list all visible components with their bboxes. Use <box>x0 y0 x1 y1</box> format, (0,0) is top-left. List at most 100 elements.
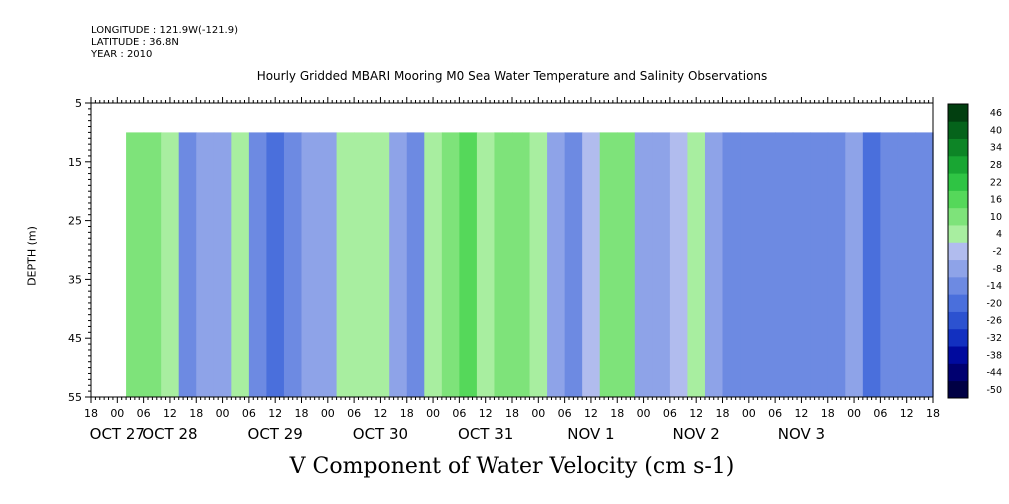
x-tick-label: 06 <box>242 407 256 420</box>
colorbar-label: 40 <box>990 125 1002 136</box>
heatmap-cell <box>126 132 145 397</box>
heatmap-cell <box>336 132 355 397</box>
x-day-label: NOV 2 <box>673 425 720 443</box>
colorbar-label: 28 <box>990 160 1002 171</box>
heatmap-cell <box>213 132 232 397</box>
heatmap-cell <box>757 132 776 397</box>
x-tick-label: 18 <box>505 407 519 420</box>
colorbar-label: -2 <box>993 247 1002 258</box>
chart-title: Hourly Gridded MBARI Mooring M0 Sea Wate… <box>256 69 768 83</box>
x-tick-label: 00 <box>426 407 440 420</box>
heatmap-cell <box>319 132 338 397</box>
colorbar-label: 16 <box>990 195 1002 206</box>
x-tick-label: 18 <box>716 407 730 420</box>
x-tick-label: 00 <box>216 407 230 420</box>
heatmap-cell <box>547 132 566 397</box>
colorbar-label: -8 <box>993 264 1002 275</box>
heatmap-cell <box>617 132 636 397</box>
colorbar-label: 46 <box>990 108 1002 119</box>
colorbar-swatch <box>948 276 968 295</box>
x-tick-label: 06 <box>452 407 466 420</box>
heatmap-cell <box>143 132 162 397</box>
heatmap-cell <box>775 132 794 397</box>
x-tick-label: 18 <box>610 407 624 420</box>
x-tick-label: 00 <box>531 407 545 420</box>
x-day-label: OCT 27 <box>90 425 145 443</box>
colorbar-swatch <box>948 104 968 122</box>
heatmap-cell <box>704 132 724 397</box>
colorbar-swatch <box>948 121 968 139</box>
colorbar-swatch <box>948 190 968 209</box>
heatmap-cell <box>529 132 548 397</box>
heatmap-cell <box>599 132 618 397</box>
x-tick-label: 18 <box>84 407 98 420</box>
y-tick-label: 15 <box>68 156 82 169</box>
colorbar-swatch <box>948 311 968 330</box>
heatmap-cell <box>196 132 215 397</box>
colorbar-label: 10 <box>990 212 1002 223</box>
longitude-label: LONGITUDE : 121.9W(-121.9) <box>91 25 238 36</box>
latitude-label: LATITUDE : 36.8N <box>91 37 179 48</box>
x-axis-label: V Component of Water Velocity (cm s-1) <box>289 454 735 479</box>
y-tick-label: 5 <box>75 97 82 110</box>
heatmap-cell <box>178 132 197 397</box>
heatmap-cell <box>231 132 250 397</box>
x-tick-label: 06 <box>663 407 677 420</box>
x-tick-label: 18 <box>295 407 309 420</box>
colorbar-label: -38 <box>986 350 1002 361</box>
x-day-label: OCT 30 <box>353 425 408 443</box>
heatmap-cell <box>792 132 811 397</box>
colorbar-label: 4 <box>996 229 1002 240</box>
heatmap-cell <box>880 132 899 397</box>
colorbar-label: -20 <box>986 298 1002 309</box>
colorbar-label: 22 <box>990 177 1002 188</box>
colorbar-swatch <box>948 155 968 174</box>
x-tick-label: 18 <box>821 407 835 420</box>
colorbar-swatch <box>948 259 968 278</box>
y-tick-label: 55 <box>68 391 82 404</box>
heatmap-cell <box>406 132 425 397</box>
heatmap-cell <box>283 132 303 397</box>
heatmap-cell <box>441 132 460 397</box>
x-tick-label: 12 <box>163 407 177 420</box>
colorbar-label: -26 <box>986 316 1002 327</box>
y-tick-label: 45 <box>68 332 82 345</box>
x-tick-label: 12 <box>268 407 282 420</box>
x-day-label: NOV 1 <box>567 425 614 443</box>
colorbar-swatch <box>948 225 968 243</box>
x-tick-label: 12 <box>584 407 598 420</box>
colorbar-label: -32 <box>986 333 1002 344</box>
heatmap-cell <box>810 132 829 397</box>
colorbar-swatch <box>948 328 968 347</box>
x-tick-label: 06 <box>768 407 782 420</box>
heatmap-cell <box>862 132 881 397</box>
heatmap-cell <box>512 132 531 397</box>
heatmap-cell <box>827 132 846 397</box>
y-tick-label: 25 <box>68 215 82 228</box>
heatmap-cell <box>740 132 759 397</box>
x-tick-label: 00 <box>847 407 861 420</box>
x-tick-label: 18 <box>400 407 414 420</box>
heatmap-cell <box>669 132 689 397</box>
heatmap-cell <box>634 132 653 397</box>
heatmap-cell <box>494 132 513 397</box>
heatmap-cell <box>459 132 478 397</box>
heatmap-cell <box>371 132 390 397</box>
colorbar-label: -44 <box>986 368 1002 379</box>
year-label: YEAR : 2010 <box>91 49 153 60</box>
x-day-label: NOV 3 <box>778 425 825 443</box>
heatmap-cell <box>389 132 408 397</box>
heatmap-cell <box>915 132 934 397</box>
heatmap-cell <box>722 132 741 397</box>
x-tick-label: 18 <box>189 407 203 420</box>
heatmap-cell <box>687 132 706 397</box>
x-tick-label: 06 <box>137 407 151 420</box>
heatmap-cell <box>248 132 268 397</box>
x-tick-label: 06 <box>873 407 887 420</box>
x-tick-label: 06 <box>347 407 361 420</box>
heatmap-cell <box>897 132 917 397</box>
x-tick-label: 12 <box>900 407 914 420</box>
colorbar-swatch <box>948 173 968 191</box>
heatmap-cell <box>564 132 583 397</box>
